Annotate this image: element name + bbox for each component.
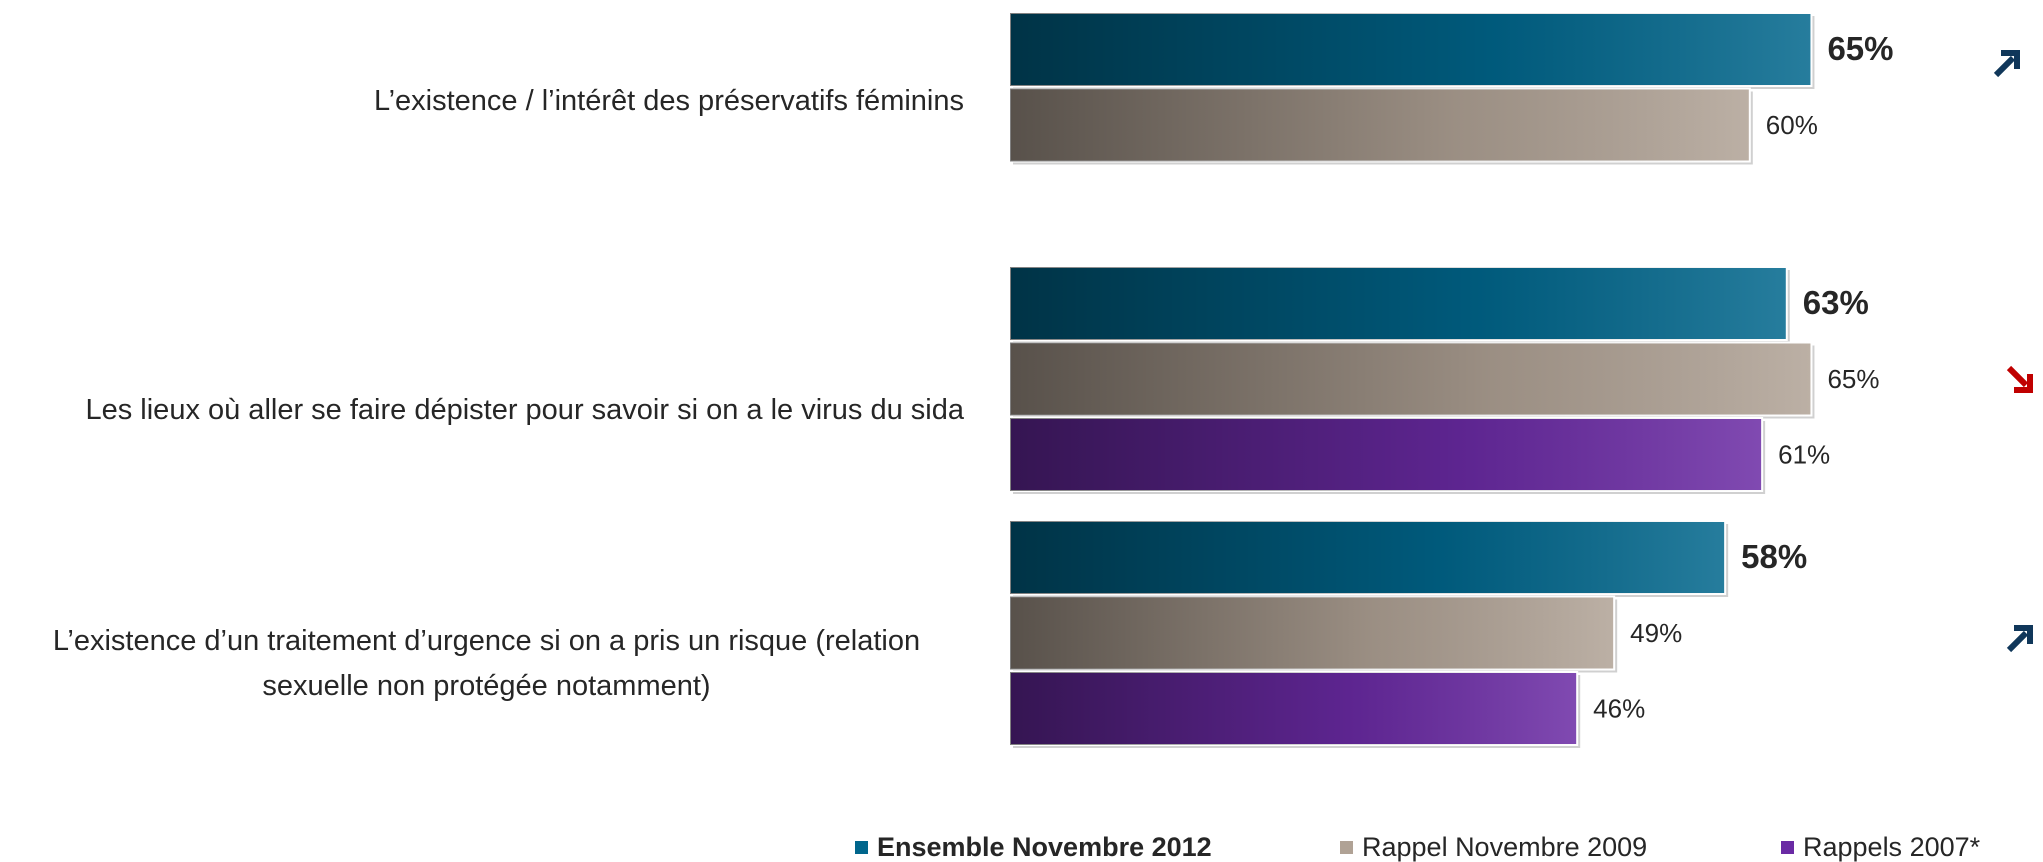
category-label: Les lieux où aller se faire dépister pou… (85, 393, 964, 426)
bar-shade (1010, 342, 1812, 416)
trend-up-arrow (1993, 50, 2020, 78)
legend-label: Rappels 2007* (1803, 832, 1981, 862)
value-label: 49% (1630, 618, 1682, 648)
value-label: 61% (1778, 439, 1830, 469)
category-label: L’existence d’un traitement d’urgence si… (52, 625, 921, 703)
legend-label: Rappel Novembre 2009 (1362, 832, 1647, 862)
value-label: 60% (1766, 110, 1818, 140)
trend-up-arrow (2006, 625, 2033, 653)
legend-label: Ensemble Novembre 2012 (877, 832, 1212, 862)
category-label: L’existence / l’intérêt des préservatifs… (374, 85, 964, 118)
value-label: 58% (1741, 538, 1807, 575)
value-label: 46% (1593, 693, 1645, 723)
value-label: 65% (1827, 30, 1893, 67)
value-label: 65% (1827, 364, 1879, 394)
bar-shade (1010, 596, 1615, 670)
legend-swatch (1340, 841, 1353, 854)
legend-swatch (1781, 841, 1794, 854)
bar-shade (1010, 267, 1787, 340)
bar-shade (1010, 521, 1726, 594)
value-label: 63% (1803, 284, 1869, 321)
legend-swatch (855, 841, 868, 854)
bar-shade (1010, 418, 1763, 491)
bar-shade (1010, 88, 1750, 162)
bar-shade (1010, 672, 1578, 745)
trend-down-arrow (2006, 365, 2033, 393)
bar-shade (1010, 13, 1812, 86)
